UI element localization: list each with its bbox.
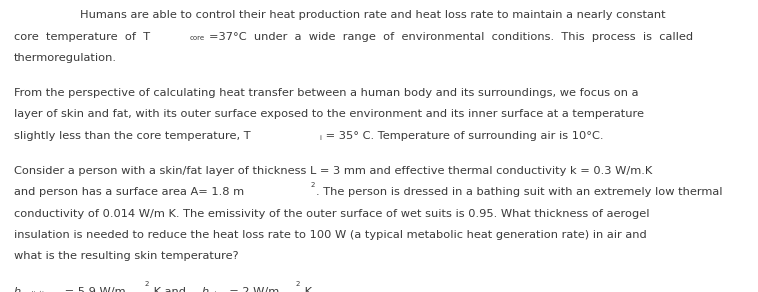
Text: 2: 2 [296,281,300,288]
Text: Humans are able to control their heat production rate and heat loss rate to main: Humans are able to control their heat pr… [80,10,666,20]
Text: layer of skin and fat, with its outer surface exposed to the environment and its: layer of skin and fat, with its outer su… [14,110,644,119]
Text: = 35° C. Temperature of surrounding air is 10°C.: = 35° C. Temperature of surrounding air … [321,131,603,141]
Text: thermoregulation.: thermoregulation. [14,53,117,63]
Text: what is the resulting skin temperature?: what is the resulting skin temperature? [14,251,238,261]
Text: Consider a person with a skin/fat layer of thickness L = 3 mm and effective ther: Consider a person with a skin/fat layer … [14,166,652,176]
Text: . The person is dressed in a bathing suit with an extremely low thermal: . The person is dressed in a bathing sui… [316,187,722,197]
Text: i: i [319,135,321,141]
Text: slightly less than the core temperature, T: slightly less than the core temperature,… [14,131,250,141]
Text: air: air [211,291,219,292]
Text: conductivity of 0.014 W/m K. The emissivity of the outer surface of wet suits is: conductivity of 0.014 W/m K. The emissiv… [14,209,649,219]
Text: h: h [14,287,21,292]
Text: =37°C  under  a  wide  range  of  environmental  conditions.  This  process  is : =37°C under a wide range of environmenta… [208,32,693,41]
Text: 2: 2 [311,182,315,188]
Text: 2: 2 [145,281,149,288]
Text: From the perspective of calculating heat transfer between a human body and its s: From the perspective of calculating heat… [14,88,638,98]
Text: and person has a surface area A= 1.8 m: and person has a surface area A= 1.8 m [14,187,244,197]
Text: radiation: radiation [23,291,52,292]
Text: core: core [190,35,205,41]
Text: core  temperature  of  T: core temperature of T [14,32,150,41]
Text: = 2 W/m: = 2 W/m [222,287,279,292]
Text: K and: K and [150,287,190,292]
Text: = 5.9 W/m: = 5.9 W/m [61,287,126,292]
Text: h: h [202,287,208,292]
Text: K: K [302,287,312,292]
Text: insulation is needed to reduce the heat loss rate to 100 W (a typical metabolic : insulation is needed to reduce the heat … [14,230,647,240]
